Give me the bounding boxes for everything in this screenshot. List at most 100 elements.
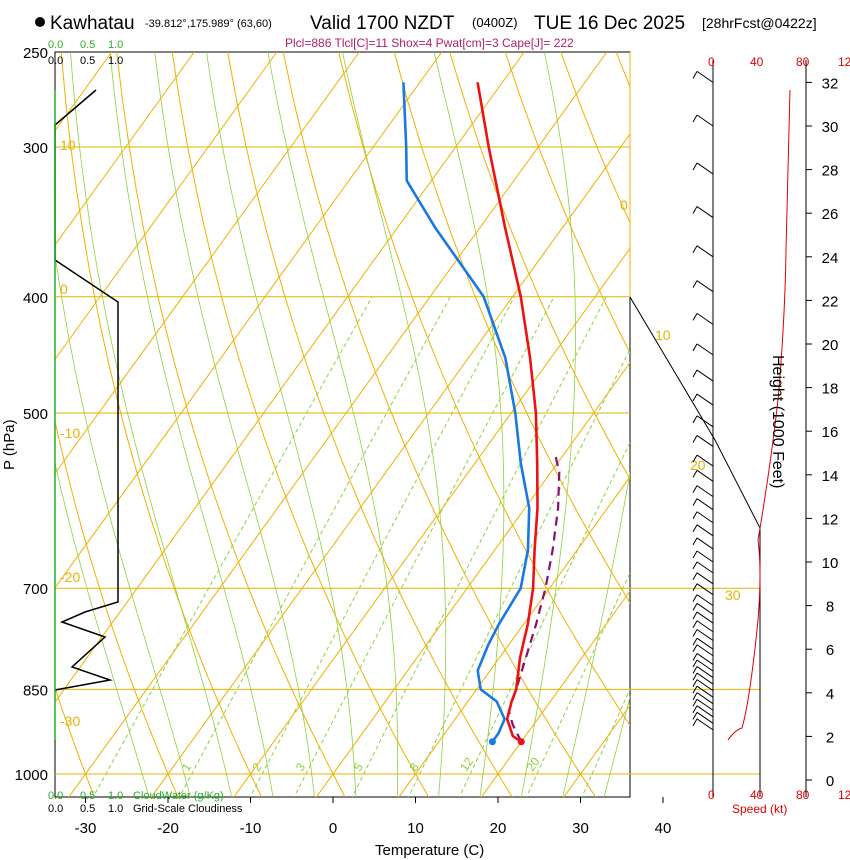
dry-adiabats xyxy=(55,52,850,799)
height-tick-label: 4 xyxy=(826,686,834,703)
wind-barb-flag xyxy=(692,485,698,493)
wind-barb xyxy=(696,70,714,83)
terrain-line xyxy=(629,296,761,797)
height-tick-label: 12 xyxy=(822,511,839,528)
wind-barb-flag xyxy=(692,561,698,570)
wind-barb-flag xyxy=(692,653,698,661)
dry-adiabat-line xyxy=(60,52,263,797)
station-name: Kawhatau xyxy=(50,13,135,34)
wind-barb-flag xyxy=(692,712,698,720)
mixing-ratio-label: 1 xyxy=(179,760,194,774)
wind-barb xyxy=(696,537,714,550)
moist-adiabat-line xyxy=(109,52,274,797)
wind-barb-flag xyxy=(692,511,698,520)
x-tick-label: 20 xyxy=(490,820,507,837)
height-tick-label: 26 xyxy=(822,206,839,223)
wind-barb xyxy=(696,692,714,705)
x-tick-label: -10 xyxy=(240,820,262,837)
pressure-tick-label: 850 xyxy=(23,682,48,699)
wind-barb xyxy=(696,369,714,382)
mixing-ratio-line xyxy=(525,571,630,797)
left-isotherm-label: -20 xyxy=(60,569,80,585)
cloud-scale-bottom-green-1: 0.5 xyxy=(80,790,95,802)
wind-barb-flag xyxy=(692,620,698,629)
wind-barb xyxy=(696,653,714,665)
isotherm-line xyxy=(233,247,630,797)
moist-adiabat-line xyxy=(154,52,315,797)
speed-top-40: 40 xyxy=(750,55,764,69)
dry-adiabat-line xyxy=(282,52,597,797)
wind-barb xyxy=(696,602,714,615)
height-tick-label: 8 xyxy=(826,599,834,616)
moist-adiabat-line xyxy=(206,52,357,797)
wind-barb-flag xyxy=(692,572,698,581)
left-isotherm-label: 10 xyxy=(60,137,76,153)
mixing-ratio-line xyxy=(408,348,630,797)
height-tick-label: 20 xyxy=(822,337,839,354)
wind-barb-flag xyxy=(692,637,698,646)
height-axis-title: Height (1000 Feet) xyxy=(769,355,786,488)
wind-barb xyxy=(696,524,714,537)
wind-barb-flag xyxy=(692,206,698,214)
cloud-scale-top-black-1: 0.5 xyxy=(80,55,95,67)
cloudiness-profile xyxy=(54,89,119,740)
dry-adiabat-line xyxy=(227,52,513,797)
mixing-ratio-line xyxy=(249,296,515,797)
wind-barb xyxy=(696,469,714,482)
mixing-ratio-line xyxy=(351,296,607,797)
wind-barb-flag xyxy=(692,280,698,288)
x-tick-label: -30 xyxy=(75,820,97,837)
height-tick-label: 28 xyxy=(822,163,839,180)
wind-barb-flag xyxy=(692,603,698,611)
mixing-ratio-label: 8 xyxy=(407,760,422,774)
wind-barb xyxy=(696,698,714,711)
isotherm-line xyxy=(55,52,443,589)
height-tick-label: 22 xyxy=(822,293,839,310)
station-coords: -39.812°,175.989° (63,60) xyxy=(145,18,272,30)
dry-adiabat-line xyxy=(783,52,850,799)
isotherms xyxy=(55,52,630,797)
wind-barb-flag xyxy=(692,594,698,602)
dry-adiabat-line xyxy=(393,52,630,604)
wind-barb xyxy=(696,511,714,524)
moist-adiabat-line xyxy=(55,461,150,797)
wind-barb xyxy=(696,415,714,428)
mixing-ratio-label: 5 xyxy=(351,760,366,774)
mixing-ratio-line xyxy=(92,296,373,797)
isotherm-line xyxy=(68,52,608,797)
x-tick-label: 0 xyxy=(329,820,337,837)
cloud-scale-bottom-green-2: 1.0 xyxy=(108,790,123,802)
wind-barb xyxy=(696,679,714,692)
mixing-ratio-label: 12 xyxy=(457,755,476,774)
dry-adiabat-line xyxy=(838,52,850,799)
wind-barb xyxy=(696,572,714,585)
isotherm-line xyxy=(55,52,360,475)
x-axis-title: Temperature (C) xyxy=(375,842,484,859)
x-tick-label: 40 xyxy=(655,820,672,837)
cloudiness-label: Grid-Scale Cloudiness xyxy=(133,803,243,815)
cloud-scale-bottom-black-2: 1.0 xyxy=(108,803,123,815)
wind-barb xyxy=(696,280,714,293)
wind-barb-flag xyxy=(692,583,698,591)
wind-barb-flag xyxy=(692,718,698,727)
wind-barb-flag xyxy=(692,705,698,714)
wind-barb-flag xyxy=(692,672,698,681)
utc-time: (0400Z) xyxy=(472,15,518,30)
height-tick-label: 10 xyxy=(822,555,839,572)
dry-adiabat-line xyxy=(55,419,179,797)
pressure-tick-label: 400 xyxy=(23,290,48,307)
wind-barb-flag xyxy=(692,550,698,559)
dry-adiabat-line xyxy=(504,52,630,354)
sounding-profiles xyxy=(402,82,561,746)
wind-barb-flag xyxy=(692,71,698,79)
wind-barb xyxy=(696,114,714,127)
wind-barb-flag xyxy=(692,685,698,694)
isotherm-line xyxy=(315,361,630,797)
cloud-scale-top-green-2: 1.0 xyxy=(108,39,123,51)
moist-adiabat-line xyxy=(267,52,399,797)
speed-bottom-0: 0 xyxy=(708,788,715,802)
cloud-scale-top-black-0: 0.0 xyxy=(48,55,63,67)
pressure-tick-label: 1000 xyxy=(15,767,48,784)
